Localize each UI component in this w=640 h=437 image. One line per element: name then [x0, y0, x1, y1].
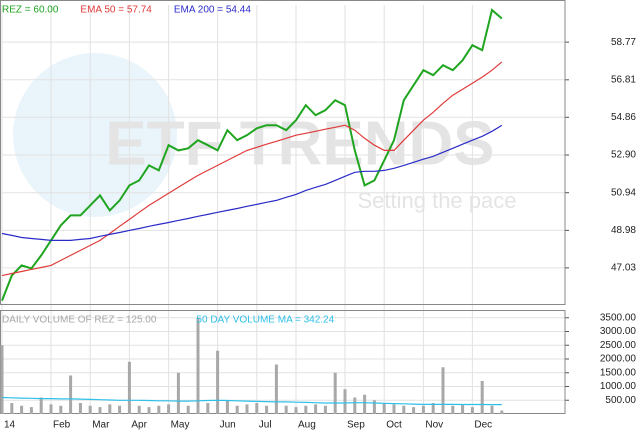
x-tick-label: 14 [4, 420, 16, 431]
volume-bar [470, 407, 474, 414]
volume-bar [461, 404, 465, 414]
x-tick-label: May [171, 420, 190, 431]
volume-bar [225, 400, 229, 414]
volume-bar [167, 404, 171, 414]
volume-bar [157, 405, 161, 414]
y-tick-label: 56.81 [611, 74, 636, 85]
y-tick-label: 3500.00 [600, 312, 637, 323]
volume-bar [98, 407, 102, 414]
volume-bar [333, 372, 337, 414]
volume-bar [412, 407, 416, 414]
volume-bar [216, 350, 220, 414]
volume-bar [363, 394, 367, 414]
y-tick-label: 3000.00 [600, 326, 637, 337]
volume-bar [490, 405, 494, 414]
volume-bar [392, 404, 396, 414]
y-tick-label: 54.86 [611, 112, 636, 123]
volume-bar [382, 403, 386, 414]
y-tick-label: 52.90 [611, 150, 636, 161]
legend-entry: EMA 50 = 57.74 [80, 5, 152, 16]
volume-bar [59, 405, 63, 414]
series-line [1, 124, 503, 241]
y-tick-label: 47.03 [611, 263, 636, 274]
legend-entry: EMA 200 = 54.44 [174, 5, 251, 16]
x-tick-label: Aug [298, 420, 316, 431]
x-tick-label: Apr [131, 420, 147, 431]
volume-bar [137, 405, 141, 414]
volume-bar [39, 397, 43, 414]
x-tick-label: Oct [386, 420, 402, 431]
volume-bar [118, 405, 122, 414]
volume-bar [304, 405, 308, 414]
volume-bar [323, 405, 327, 414]
volume-bar [402, 405, 406, 414]
volume-bar [255, 403, 259, 414]
x-tick-label: Dec [474, 420, 492, 431]
series-line [1, 61, 503, 277]
volume-bar [127, 361, 131, 414]
volume-bar [69, 375, 73, 414]
volume-bar [421, 405, 425, 414]
series-line [1, 8, 503, 301]
volume-bar [451, 405, 455, 414]
volume-bar [284, 405, 288, 414]
volume-bar [147, 407, 151, 414]
volume-bar [186, 405, 190, 414]
volume-bar [343, 389, 347, 414]
watermark-title: ETF TRENDS [105, 109, 494, 178]
volume-bar [294, 407, 298, 414]
watermark-tagline: Setting the pace [357, 188, 516, 213]
y-tick-label: 1000.00 [600, 381, 637, 392]
y-tick-label: 2500.00 [600, 340, 637, 351]
y-tick-label: 48.98 [611, 225, 636, 236]
x-tick-label: Jun [220, 420, 236, 431]
volume-bar [29, 407, 33, 414]
series-line [1, 396, 502, 406]
legend-entry: 50 DAY VOLUME MA = 342.24 [196, 315, 334, 326]
watermark-circle [13, 53, 177, 217]
volume-bar [49, 404, 53, 414]
x-tick-label: Mar [92, 420, 110, 431]
legend-entry: REZ = 60.00 [2, 5, 59, 16]
volume-bar [108, 404, 112, 414]
volume-bar [0, 345, 4, 414]
volume-bar [431, 403, 435, 414]
volume-bar [10, 403, 14, 414]
x-tick-label: Sep [347, 420, 365, 431]
volume-bar [314, 404, 318, 414]
volume-bar [441, 367, 445, 414]
volume-bar [245, 404, 249, 414]
plot-frame [0, 0, 566, 305]
volume-bar [206, 403, 210, 414]
x-tick-label: Nov [425, 420, 443, 431]
volume-bar [372, 400, 376, 414]
volume-bar [88, 405, 92, 414]
volume-bar [500, 410, 504, 414]
y-tick-label: 500.00 [605, 395, 636, 406]
volume-bar [20, 405, 24, 414]
volume-bar [235, 405, 239, 414]
x-tick-label: Feb [53, 420, 71, 431]
volume-bar [480, 381, 484, 414]
volume-bar [265, 405, 269, 414]
y-tick-label: 58.77 [611, 37, 636, 48]
volume-bar [196, 317, 200, 414]
volume-bar [274, 364, 278, 414]
volume-bar [176, 372, 180, 414]
y-tick-label: 2000.00 [600, 354, 637, 365]
volume-bar [78, 403, 82, 414]
legend-entry: DAILY VOLUME OF REZ = 125.00 [2, 315, 157, 326]
volume-bar [353, 397, 357, 414]
y-tick-label: 50.94 [611, 187, 636, 198]
x-tick-label: Jul [259, 420, 272, 431]
y-tick-label: 1500.00 [600, 367, 637, 378]
